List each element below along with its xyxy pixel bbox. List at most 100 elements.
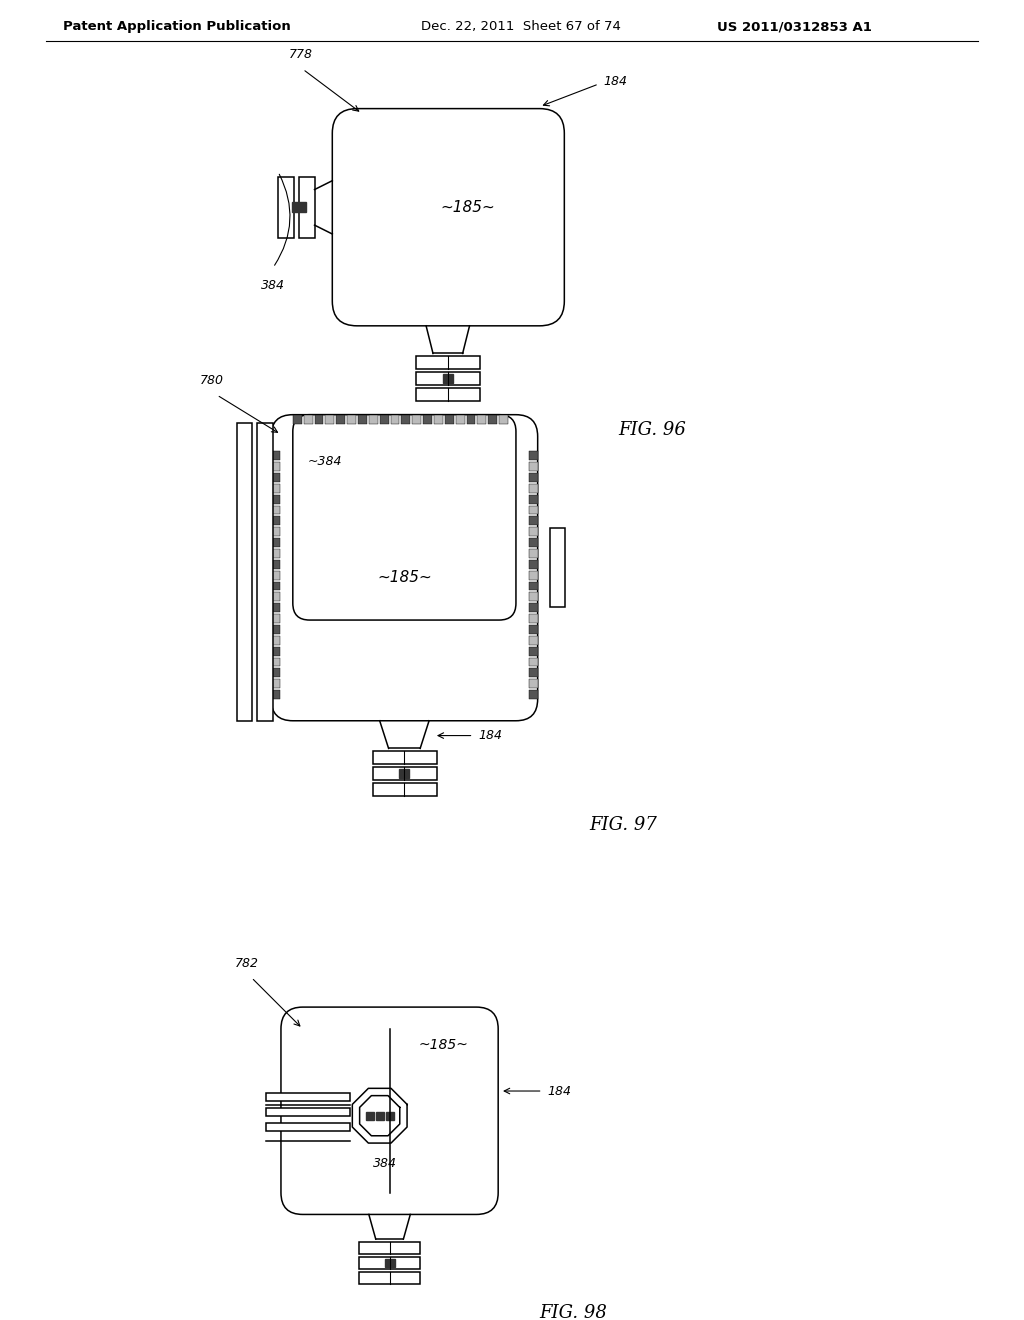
Bar <box>528 657 538 667</box>
Bar <box>528 690 538 700</box>
Bar <box>271 495 280 503</box>
Bar <box>528 516 538 525</box>
Bar <box>528 614 538 623</box>
Bar <box>271 484 280 492</box>
Bar <box>271 539 280 546</box>
Bar <box>271 473 280 482</box>
Text: US 2011/0312853 A1: US 2011/0312853 A1 <box>718 20 872 33</box>
Text: Dec. 22, 2011  Sheet 67 of 74: Dec. 22, 2011 Sheet 67 of 74 <box>421 20 621 33</box>
Bar <box>443 374 453 383</box>
Bar <box>271 462 280 471</box>
Text: 184: 184 <box>478 729 503 742</box>
Bar <box>528 549 538 558</box>
Bar <box>528 473 538 482</box>
FancyBboxPatch shape <box>293 414 516 620</box>
Text: 778: 778 <box>289 49 312 61</box>
Bar <box>423 414 432 424</box>
Bar <box>359 1257 420 1269</box>
Bar <box>399 770 410 777</box>
Bar <box>416 388 480 401</box>
Bar <box>271 516 280 525</box>
Bar <box>528 495 538 503</box>
Bar <box>358 414 367 424</box>
Text: ~185~: ~185~ <box>377 570 432 585</box>
Bar <box>373 767 437 780</box>
Bar <box>347 414 356 424</box>
Text: 782: 782 <box>234 957 258 970</box>
Bar <box>271 570 280 579</box>
Bar <box>366 1111 374 1119</box>
Text: 780: 780 <box>200 374 224 387</box>
Bar <box>271 614 280 623</box>
Bar <box>550 528 565 607</box>
Bar <box>528 603 538 612</box>
Bar <box>528 506 538 515</box>
Bar <box>528 624 538 634</box>
Text: ~185~: ~185~ <box>440 199 495 215</box>
Bar <box>528 560 538 569</box>
Bar <box>434 414 443 424</box>
Bar <box>528 462 538 471</box>
Bar <box>271 560 280 569</box>
Bar <box>278 177 294 238</box>
Bar <box>528 680 538 688</box>
Text: FIG. 96: FIG. 96 <box>618 421 686 440</box>
Bar <box>390 414 399 424</box>
Bar <box>266 1107 350 1115</box>
Bar <box>314 414 324 424</box>
Bar <box>271 624 280 634</box>
Bar <box>271 680 280 688</box>
Text: Patent Application Publication: Patent Application Publication <box>62 20 291 33</box>
Bar <box>413 414 421 424</box>
Bar <box>528 527 538 536</box>
Bar <box>528 593 538 602</box>
Bar <box>385 1259 394 1267</box>
Text: 184: 184 <box>604 75 628 88</box>
Bar <box>299 177 314 238</box>
Bar <box>528 539 538 546</box>
Bar <box>271 603 280 612</box>
Bar <box>416 356 480 370</box>
Text: ~185~: ~185~ <box>419 1038 469 1052</box>
Text: 384: 384 <box>261 280 285 293</box>
Bar <box>271 690 280 700</box>
Bar <box>376 1111 384 1119</box>
Bar <box>373 751 437 764</box>
Bar <box>528 647 538 656</box>
Bar <box>271 636 280 644</box>
Bar <box>528 484 538 492</box>
Bar <box>271 527 280 536</box>
FancyBboxPatch shape <box>333 108 564 326</box>
Bar <box>304 414 312 424</box>
Bar <box>528 570 538 579</box>
Bar <box>271 657 280 667</box>
Bar <box>271 647 280 656</box>
Bar <box>401 414 411 424</box>
Bar <box>528 636 538 644</box>
Bar <box>271 549 280 558</box>
Bar <box>477 414 486 424</box>
Bar <box>271 451 280 461</box>
Bar <box>416 372 480 385</box>
Bar <box>326 414 334 424</box>
Bar <box>266 1093 350 1101</box>
Bar <box>369 414 378 424</box>
Bar <box>266 1122 350 1130</box>
Bar <box>467 414 475 424</box>
Bar <box>386 1111 393 1119</box>
Bar <box>359 1242 420 1254</box>
Text: 184: 184 <box>548 1085 571 1097</box>
Bar <box>257 422 273 721</box>
Bar <box>271 668 280 677</box>
FancyBboxPatch shape <box>281 1007 499 1214</box>
Bar <box>456 414 465 424</box>
Text: ~384: ~384 <box>307 454 342 467</box>
Bar <box>293 414 302 424</box>
Bar <box>271 582 280 590</box>
Bar <box>271 506 280 515</box>
Bar <box>373 783 437 796</box>
Bar <box>528 582 538 590</box>
Text: FIG. 97: FIG. 97 <box>589 817 656 834</box>
Bar <box>380 414 388 424</box>
Bar <box>336 414 345 424</box>
